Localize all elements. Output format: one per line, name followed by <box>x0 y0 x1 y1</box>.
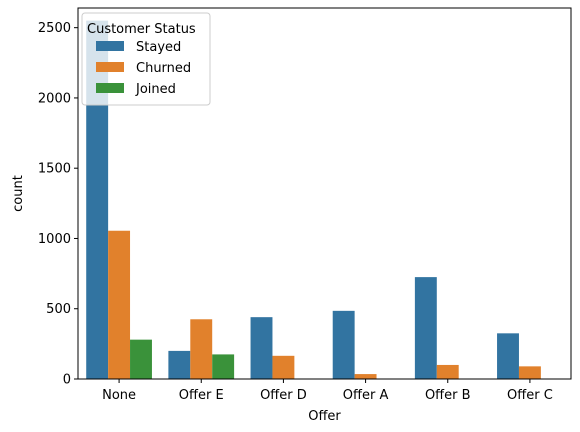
bar-churned-offer-b <box>436 364 459 379</box>
x-tick-label: Offer A <box>343 388 389 403</box>
bar-joined-none <box>130 339 152 379</box>
bar-churned-offer-c <box>518 366 541 379</box>
y-tick-label: 1000 <box>38 232 71 247</box>
legend: Customer Status Stayed Churned Joined <box>81 12 211 106</box>
x-axis-ticks: None Offer E Offer D Offer A Offer B Offer C <box>102 379 553 403</box>
bar-joined-offer-e <box>212 354 235 379</box>
y-tick-label: 500 <box>46 302 71 317</box>
bar-stayed-offer-c <box>497 333 519 379</box>
legend-label-stayed: Stayed <box>136 40 181 55</box>
legend-label-churned: Churned <box>136 61 191 76</box>
y-tick-label: 2500 <box>38 21 71 36</box>
x-tick-label: Offer C <box>507 388 553 403</box>
x-tick-label: None <box>102 388 136 403</box>
legend-items: Stayed Churned Joined <box>96 40 191 97</box>
legend-box <box>81 12 211 106</box>
y-tick-label: 0 <box>63 373 71 388</box>
legend-title: Customer Status <box>87 22 196 37</box>
legend-label-joined: Joined <box>135 82 176 97</box>
axes-frame <box>77 7 572 380</box>
bar-churned-offer-a <box>354 374 377 379</box>
bar-stayed-offer-a <box>332 310 355 379</box>
x-axis-label: Offer <box>308 409 341 424</box>
x-tick-label: Offer B <box>425 388 471 403</box>
bar-stayed-offer-b <box>414 277 437 379</box>
bar-stayed-offer-d <box>250 317 273 379</box>
bar-churned-offer-d <box>272 355 295 379</box>
bars-layer <box>86 20 541 379</box>
bar-churned-none <box>108 230 131 379</box>
bar-stayed-none <box>86 20 109 379</box>
legend-swatch-stayed <box>96 41 124 51</box>
legend-swatch-joined <box>96 83 124 93</box>
y-axis-label: count <box>11 175 26 212</box>
bar-stayed-offer-e <box>168 350 191 379</box>
x-tick-label: Offer D <box>260 388 307 403</box>
x-tick-label: Offer E <box>179 388 224 403</box>
y-tick-label: 2000 <box>38 91 71 106</box>
plot-area-border <box>77 7 572 380</box>
legend-swatch-churned <box>96 62 124 72</box>
y-axis-ticks: 0 500 1000 1500 2000 2500 <box>38 21 78 388</box>
bar-churned-offer-e <box>190 319 213 379</box>
y-tick-label: 1500 <box>38 162 71 177</box>
